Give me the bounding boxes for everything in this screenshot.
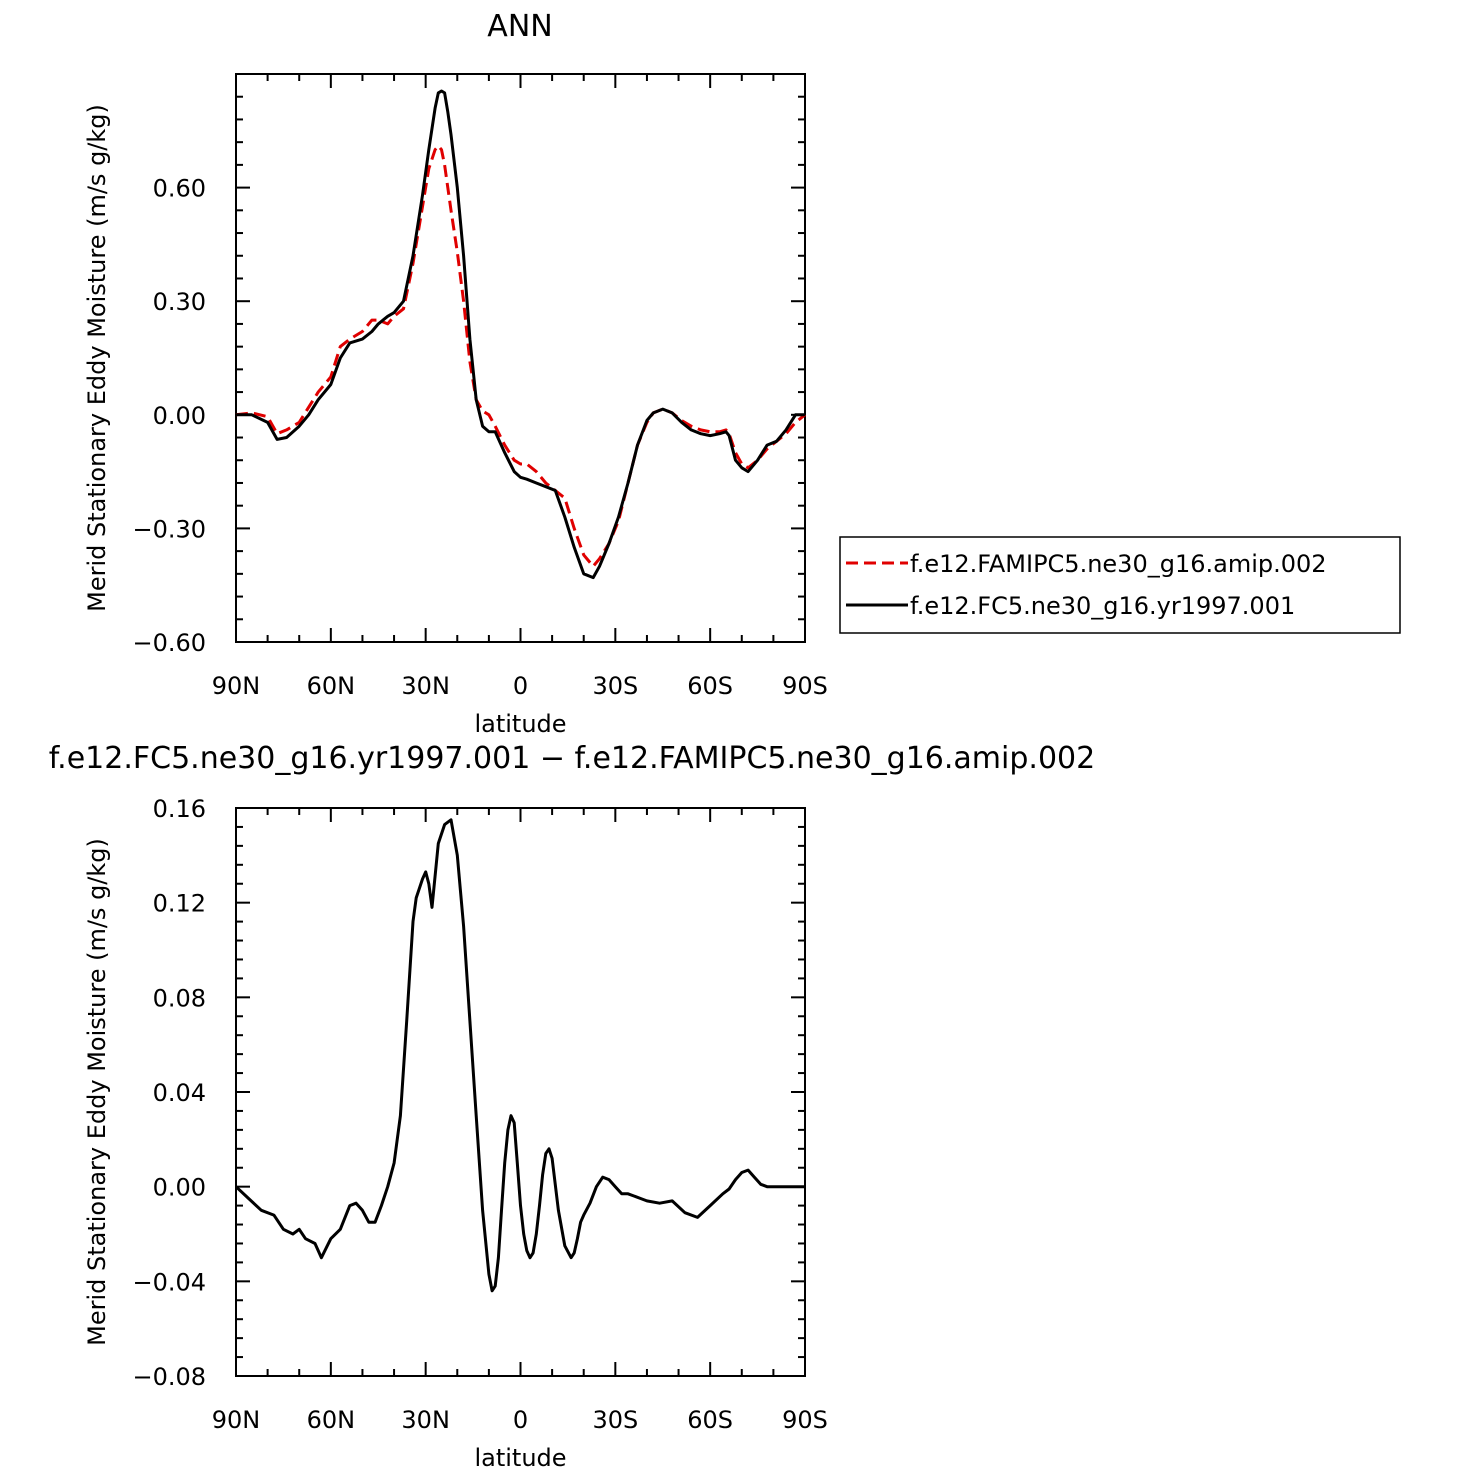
x-tick-label: 0 [513, 672, 528, 700]
plot-frame [235, 807, 806, 1377]
bottom-panel: f.e12.FC5.ne30_g16.yr1997.001 − f.e12.FA… [49, 741, 1095, 1472]
x-tick-label: 60N [307, 672, 356, 700]
y-tick-label: 0.04 [153, 1079, 206, 1107]
y-tick-label: −0.04 [132, 1268, 206, 1296]
x-tick-label: 60N [307, 1406, 356, 1434]
chart-title: ANN [487, 9, 552, 44]
y-tick-label: 0.00 [153, 402, 206, 430]
legend-box [839, 536, 1401, 634]
legend-label: f.e12.FAMIPC5.ne30_g16.amip.002 [910, 550, 1327, 578]
legend-label: f.e12.FC5.ne30_g16.yr1997.001 [910, 592, 1295, 620]
x-tick-label: 30S [592, 672, 638, 700]
y-tick-label: −0.08 [132, 1363, 206, 1391]
top-panel: ANN 90N 60N 30N 0 30S 60S 90S latitude −0.60 −0.30… [83, 9, 1401, 738]
chart-title: f.e12.FC5.ne30_g16.yr1997.001 − f.e12.FA… [49, 741, 1095, 776]
y-tick-label: 0.08 [153, 984, 206, 1012]
plot-frame [235, 73, 806, 643]
x-tick-label: 90S [782, 1406, 828, 1434]
x-tick-label: 60S [687, 1406, 733, 1434]
series-line-1 [236, 89, 805, 580]
x-tick-label: 90N [212, 1406, 261, 1434]
y-tick-label: 0.30 [153, 288, 206, 316]
y-tick-label: 0.12 [153, 890, 206, 918]
x-tick-label: 90S [782, 672, 828, 700]
x-axis-label: latitude [474, 1444, 566, 1472]
y-tick-label: 0.60 [153, 175, 206, 203]
x-tick-label: 90N [212, 672, 261, 700]
x-tick-label: 30S [592, 1406, 638, 1434]
y-tick-label: −0.30 [132, 515, 206, 543]
x-tick-label: 30N [401, 672, 450, 700]
y-tick-label: 0.16 [153, 795, 206, 823]
series-line-0 [234, 818, 805, 1293]
series-line-0 [235, 144, 806, 568]
y-tick-label: 0.00 [153, 1174, 206, 1202]
x-tick-label: 60S [687, 672, 733, 700]
x-axis-label: latitude [474, 710, 566, 738]
y-axis-label: Merid Stationary Eddy Moisture (m/s g/kg… [83, 838, 111, 1346]
x-tick-label: 0 [513, 1406, 528, 1434]
y-axis-label: Merid Stationary Eddy Moisture (m/s g/kg… [83, 104, 111, 612]
y-tick-label: −0.60 [132, 629, 206, 657]
x-tick-label: 30N [401, 1406, 450, 1434]
